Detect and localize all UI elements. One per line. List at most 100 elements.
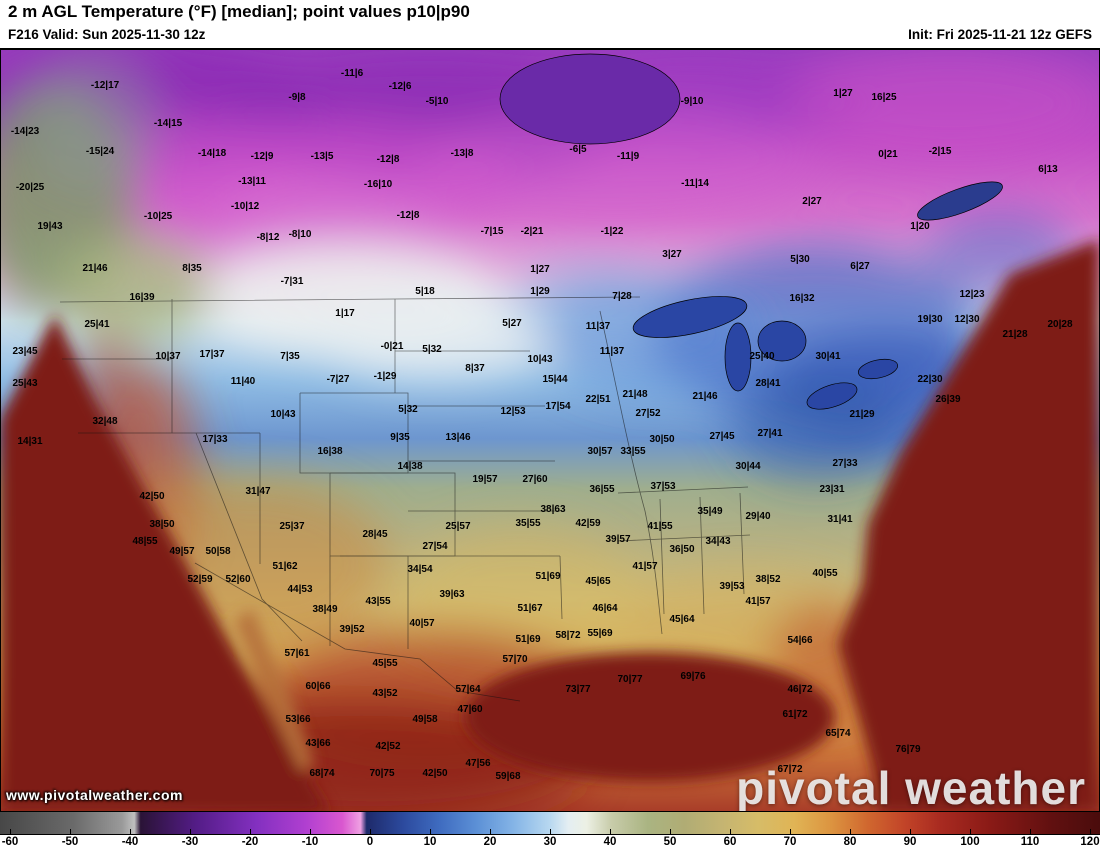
- point-value: -7|31: [280, 276, 304, 287]
- point-value: 46|72: [787, 684, 813, 695]
- point-value: 30|41: [815, 351, 841, 362]
- point-value: 21|48: [622, 389, 648, 400]
- point-value: 14|31: [17, 436, 43, 447]
- colorbar-tick-label: 70: [783, 836, 797, 848]
- point-value: 0|21: [878, 149, 898, 160]
- colorbar-tick-mark: [130, 829, 131, 834]
- point-value: 38|52: [755, 574, 781, 585]
- point-value: 41|57: [745, 596, 771, 607]
- colorbar-tick-label: -10: [301, 836, 319, 848]
- point-value: 68|74: [309, 768, 335, 779]
- point-value: -11|9: [616, 151, 640, 162]
- point-value: 16|25: [871, 92, 897, 103]
- point-value: 60|66: [305, 681, 331, 692]
- point-value: 19|57: [472, 474, 498, 485]
- colorbar-tick-label: 80: [843, 836, 857, 848]
- point-value: 39|57: [605, 534, 631, 545]
- point-value: 37|53: [650, 481, 676, 492]
- colorbar-tick-label: 40: [603, 836, 617, 848]
- valid-time-label: F216 Valid: Sun 2025-11-30 12z: [8, 27, 206, 42]
- point-value: 70|77: [617, 674, 643, 685]
- point-value: -13|5: [310, 151, 334, 162]
- point-value: 8|37: [465, 363, 485, 374]
- colorbar-ticks: -60 -50 -40 -30 -20 -10 0 10 20 30 40 50 60 70 80 90 100…: [0, 836, 1100, 850]
- point-value: 27|41: [757, 428, 783, 439]
- state-borders: [59, 296, 751, 702]
- point-value: -1|22: [600, 226, 624, 237]
- water-bodies: [499, 53, 1003, 410]
- point-value: 39|53: [719, 581, 745, 592]
- point-value: 5|18: [415, 286, 435, 297]
- colorbar-tick-label: 20: [483, 836, 497, 848]
- point-value: 11|37: [585, 321, 611, 332]
- st-lawrence: [917, 181, 1003, 221]
- colorbar-tick-label: -60: [1, 836, 19, 848]
- hudson-bay: [499, 53, 681, 145]
- point-value: 12|23: [959, 289, 985, 300]
- point-value: -9|10: [680, 96, 704, 107]
- point-value: 1|27: [833, 88, 853, 99]
- point-value: 27|52: [635, 408, 661, 419]
- point-value: 1|17: [335, 308, 355, 319]
- point-value: 28|45: [362, 529, 388, 540]
- colorbar-tick-mark: [970, 829, 971, 834]
- point-value: 41|55: [647, 521, 673, 532]
- point-value: -8|12: [256, 232, 280, 243]
- point-value: 57|61: [284, 648, 310, 659]
- point-value: 54|66: [787, 635, 813, 646]
- point-value: 51|67: [517, 603, 543, 614]
- point-value: 5|32: [398, 404, 418, 415]
- colorbar-tick-mark: [1090, 829, 1091, 834]
- point-value: 16|32: [789, 293, 815, 304]
- point-value: 49|58: [412, 714, 438, 725]
- point-value: 43|66: [305, 738, 331, 749]
- point-value: 40|57: [409, 618, 435, 629]
- point-value: 25|57: [445, 521, 471, 532]
- point-value: 48|55: [132, 536, 158, 547]
- colorbar-tick-mark: [310, 829, 311, 834]
- point-value: 38|63: [540, 504, 566, 515]
- point-value: 50|58: [205, 546, 231, 557]
- point-value: 31|47: [245, 486, 271, 497]
- colorbar-tick-label: 60: [723, 836, 737, 848]
- point-value: 43|55: [365, 596, 391, 607]
- point-value: 27|60: [522, 474, 548, 485]
- colorbar-tick-mark: [910, 829, 911, 834]
- point-value: -14|23: [10, 126, 40, 137]
- point-value: 73|77: [565, 684, 591, 695]
- point-value: 9|35: [390, 432, 410, 443]
- point-value: -12|8: [396, 210, 420, 221]
- point-value: -15|24: [85, 146, 115, 157]
- point-value: 21|46: [82, 263, 108, 274]
- colorbar-tick-mark: [190, 829, 191, 834]
- point-value: 19|43: [37, 221, 63, 232]
- point-value: 22|30: [917, 374, 943, 385]
- point-value: 61|72: [782, 709, 808, 720]
- point-value: 20|28: [1047, 319, 1073, 330]
- point-value: 16|39: [129, 292, 155, 303]
- point-value: 7|35: [280, 351, 300, 362]
- point-value: -5|10: [425, 96, 449, 107]
- header: 2 m AGL Temperature (°F) [median]; point…: [0, 0, 1100, 48]
- point-value: 21|46: [692, 391, 718, 402]
- colorbar-tick-label: 30: [543, 836, 557, 848]
- point-value: 21|28: [1002, 329, 1028, 340]
- point-value: -14|15: [153, 118, 183, 129]
- point-value: 69|76: [680, 671, 706, 682]
- point-value: 17|33: [202, 434, 228, 445]
- point-value: 3|27: [662, 249, 682, 260]
- point-value: 6|13: [1038, 164, 1058, 175]
- colorbar-tick-label: -20: [241, 836, 259, 848]
- point-value: -14|18: [197, 148, 227, 159]
- point-value: 33|55: [620, 446, 646, 457]
- point-value: 28|41: [755, 378, 781, 389]
- temperature-blobs: [0, 49, 1100, 811]
- point-value: 52|59: [187, 574, 213, 585]
- colorbar: -60 -50 -40 -30 -20 -10 0 10 20 30 40 50 60 70 80 90 100…: [0, 812, 1100, 850]
- point-value: 12|53: [500, 406, 526, 417]
- point-value: -10|25: [143, 211, 173, 222]
- point-value: 39|52: [339, 624, 365, 635]
- point-value: 1|27: [530, 264, 550, 275]
- colorbar-tick-mark: [670, 829, 671, 834]
- point-value: 52|60: [225, 574, 251, 585]
